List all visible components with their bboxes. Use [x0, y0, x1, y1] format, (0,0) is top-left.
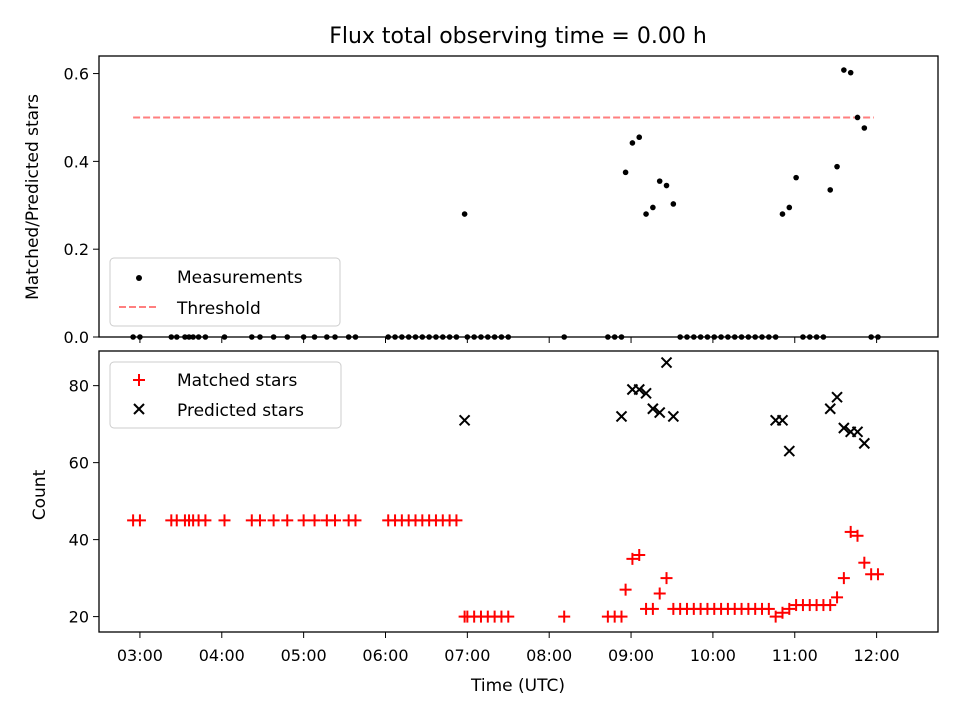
measurement-point: [656, 178, 663, 184]
measurement-point: [827, 187, 834, 193]
predicted-star-point: [783, 445, 796, 457]
matched-star-point: [762, 602, 775, 615]
top-y-tick-label: 0.0: [64, 328, 89, 347]
predicted-star-point: [831, 391, 843, 403]
measurement-point: [779, 211, 786, 217]
predicted-star-point: [838, 422, 850, 434]
predicted-star-point: [615, 410, 628, 423]
matched-star-point: [615, 610, 628, 623]
predicted-star-point: [776, 414, 789, 426]
matched-star-point: [776, 606, 789, 619]
predicted-star-point: [667, 410, 680, 423]
matched-star-point: [281, 514, 294, 527]
x-tick-label: 03:00: [117, 646, 163, 665]
legend-predicted-marker: [133, 403, 145, 415]
predicted-star-point: [640, 387, 652, 400]
matched-star-point: [297, 514, 310, 527]
measurement-point: [854, 114, 861, 121]
matched-star-point: [871, 568, 884, 581]
x-tick-label: 07:00: [444, 646, 490, 665]
x-tick-label: 10:00: [690, 646, 736, 665]
matched-star-point: [253, 514, 266, 527]
matched-star-point: [502, 610, 515, 623]
x-tick-label: 04:00: [199, 646, 245, 665]
predicted-star-point: [647, 403, 659, 415]
top-y-axis-label: Matched/Predicted stars: [23, 94, 43, 300]
matched-star-point: [824, 599, 837, 612]
matched-star-point: [619, 583, 632, 596]
bottom-axes-frame: [98, 350, 939, 633]
legend-threshold-label: Threshold: [176, 299, 261, 319]
matched-star-point: [783, 602, 796, 615]
matched-star-point: [633, 549, 646, 562]
measurement-point: [861, 125, 868, 131]
measurement-point: [629, 140, 636, 146]
matched-star-point: [133, 514, 146, 527]
predicted-star-point: [458, 414, 471, 426]
x-tick-label: 11:00: [772, 646, 818, 665]
bottom-y-tick-label: 40: [69, 531, 89, 550]
bottom-plot-area: [127, 356, 884, 623]
measurement-point: [793, 174, 799, 181]
bottom-y-tick-label: 60: [69, 454, 89, 473]
top-legend: Measurements Threshold: [109, 257, 341, 327]
legend-measurements-marker: [136, 275, 142, 281]
matched-star-point: [308, 514, 321, 527]
bottom-y-tick-label: 20: [69, 608, 89, 627]
matched-star-point: [349, 514, 362, 527]
bottom-y-tick-label: 80: [69, 377, 89, 396]
matched-star-point: [626, 552, 639, 565]
matched-star-point: [646, 602, 659, 615]
predicted-star-point: [653, 406, 666, 419]
x-tick-label: 12:00: [854, 646, 900, 665]
bottom-legend: Matched stars Predicted stars: [109, 361, 342, 429]
legend-matched-marker: [133, 374, 145, 386]
measurement-point: [663, 182, 670, 189]
matched-star-point: [837, 572, 850, 585]
x-tick-label: 06:00: [362, 646, 408, 665]
matched-star-point: [199, 514, 212, 527]
legend-predicted-label: Predicted stars: [177, 401, 304, 421]
matched-star-point: [844, 525, 857, 538]
matched-star-point: [653, 587, 666, 600]
measurement-point: [841, 67, 847, 73]
matched-star-point: [218, 514, 231, 527]
x-axis-label: Time (UTC): [470, 676, 565, 696]
measurement-point: [643, 211, 649, 217]
top-axes-frame: [98, 55, 939, 338]
x-tick-label: 05:00: [281, 646, 327, 665]
predicted-star-point: [851, 426, 864, 438]
matched-star-point: [329, 514, 342, 527]
matched-star-point: [558, 610, 571, 623]
bottom-y-axis-label: Count: [30, 469, 50, 520]
top-y-tick-label: 0.2: [64, 240, 89, 259]
measurement-point: [847, 69, 854, 76]
measurement-point: [834, 163, 840, 170]
measurement-point: [461, 211, 468, 217]
measurement-point: [786, 204, 793, 211]
chart-title: Flux total observing time = 0.00 h: [329, 24, 707, 49]
matched-star-point: [769, 610, 782, 623]
matched-star-point: [450, 514, 463, 527]
measurement-point: [636, 134, 643, 141]
matched-star-point: [660, 572, 673, 585]
predicted-star-point: [633, 383, 645, 396]
legend-measurements-label: Measurements: [177, 268, 303, 288]
measurement-point: [650, 204, 656, 211]
predicted-star-point: [660, 356, 673, 369]
x-tick-label: 09:00: [608, 646, 654, 665]
predicted-star-point: [824, 403, 836, 415]
legend-matched-label: Matched stars: [177, 371, 297, 391]
measurement-point: [622, 169, 629, 176]
matched-star-point: [858, 556, 871, 569]
predicted-star-point: [858, 437, 871, 450]
measurement-point: [670, 201, 677, 207]
matched-star-point: [267, 514, 280, 527]
matched-star-point: [831, 591, 844, 604]
matched-star-point: [851, 529, 864, 542]
x-tick-label: 08:00: [526, 646, 572, 665]
top-y-tick-label: 0.4: [64, 152, 89, 171]
top-y-tick-label: 0.6: [64, 65, 89, 84]
